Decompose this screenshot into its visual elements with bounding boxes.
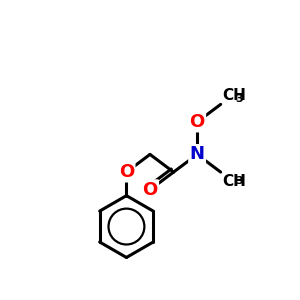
Text: CH: CH [222, 174, 246, 189]
Text: N: N [190, 146, 205, 164]
Text: O: O [119, 163, 134, 181]
Text: O: O [190, 113, 205, 131]
Text: 3: 3 [235, 176, 243, 186]
Text: CH: CH [222, 88, 246, 103]
Text: O: O [142, 181, 158, 199]
Text: 3: 3 [235, 94, 243, 104]
